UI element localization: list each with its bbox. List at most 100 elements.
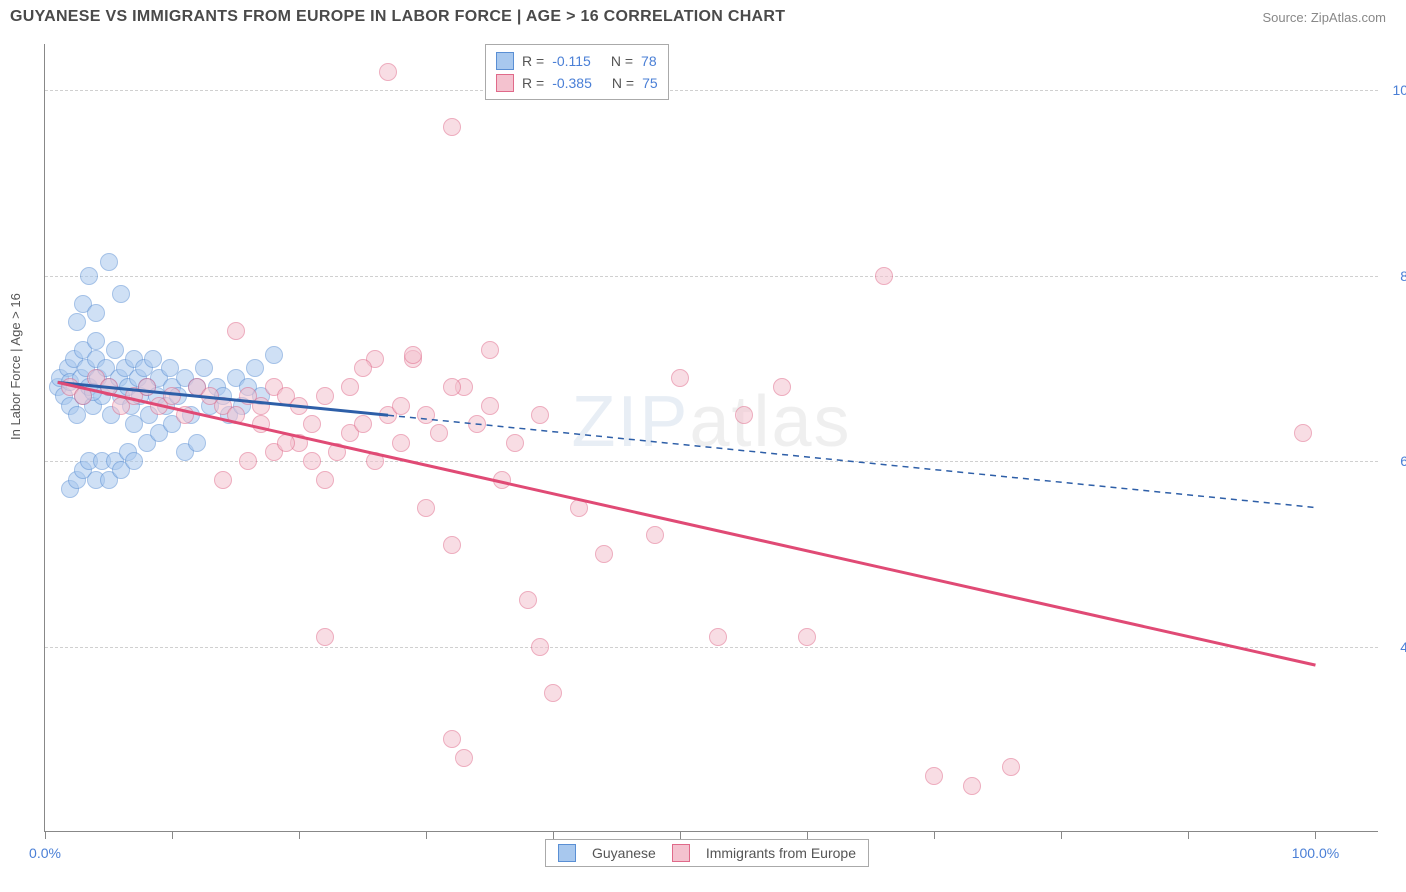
data-point xyxy=(80,267,98,285)
data-point xyxy=(735,406,753,424)
data-point xyxy=(392,397,410,415)
data-point xyxy=(366,452,384,470)
x-tick xyxy=(1315,831,1316,839)
data-point xyxy=(773,378,791,396)
legend-label: Guyanese xyxy=(592,845,656,861)
legend-n-label: N = xyxy=(612,75,634,91)
x-tick xyxy=(1061,831,1062,839)
data-point xyxy=(74,387,92,405)
data-point xyxy=(1294,424,1312,442)
data-point xyxy=(443,378,461,396)
legend-swatch xyxy=(496,52,514,70)
legend-row: R = -0.385 N = 75 xyxy=(496,72,658,94)
gridline xyxy=(45,276,1378,277)
chart-plot-area: ZIPatlas 40.0%60.0%80.0%100.0%0.0%100.0%… xyxy=(44,44,1378,832)
data-point xyxy=(875,267,893,285)
trend-lines xyxy=(45,44,1378,831)
legend-n-value: 75 xyxy=(642,75,658,91)
data-point xyxy=(417,499,435,517)
x-tick xyxy=(172,831,173,839)
data-point xyxy=(163,387,181,405)
data-point xyxy=(106,341,124,359)
x-tick xyxy=(807,831,808,839)
data-point xyxy=(430,424,448,442)
data-point xyxy=(925,767,943,785)
data-point xyxy=(316,387,334,405)
legend-row: R = -0.115N = 78 xyxy=(496,50,658,72)
gridline xyxy=(45,647,1378,648)
y-axis-label: In Labor Force | Age > 16 xyxy=(8,293,23,440)
data-point xyxy=(443,730,461,748)
data-point xyxy=(455,749,473,767)
data-point xyxy=(227,406,245,424)
data-point xyxy=(214,471,232,489)
gridline xyxy=(45,90,1378,91)
data-point xyxy=(379,63,397,81)
data-point xyxy=(481,397,499,415)
x-tick xyxy=(299,831,300,839)
legend-label: Immigrants from Europe xyxy=(706,845,856,861)
chart-title: GUYANESE VS IMMIGRANTS FROM EUROPE IN LA… xyxy=(10,8,785,26)
data-point xyxy=(100,253,118,271)
data-point xyxy=(443,536,461,554)
data-point xyxy=(303,452,321,470)
y-tick-label: 40.0% xyxy=(1400,639,1406,655)
data-point xyxy=(341,378,359,396)
data-point xyxy=(195,359,213,377)
data-point xyxy=(354,415,372,433)
data-point xyxy=(239,452,257,470)
watermark: ZIPatlas xyxy=(571,381,851,463)
data-point xyxy=(176,406,194,424)
data-point xyxy=(68,313,86,331)
data-point xyxy=(468,415,486,433)
data-point xyxy=(328,443,346,461)
legend-r-value: -0.385 xyxy=(552,75,592,91)
data-point xyxy=(265,346,283,364)
data-point xyxy=(252,415,270,433)
legend-r-value: -0.115 xyxy=(552,53,591,69)
data-point xyxy=(392,434,410,452)
data-point xyxy=(138,378,156,396)
y-tick-label: 60.0% xyxy=(1400,453,1406,469)
source-label: Source: ZipAtlas.com xyxy=(1262,10,1386,25)
data-point xyxy=(68,406,86,424)
y-tick-label: 100.0% xyxy=(1393,82,1406,98)
x-tick-label: 0.0% xyxy=(29,845,61,861)
data-point xyxy=(417,406,435,424)
data-point xyxy=(595,545,613,563)
data-point xyxy=(188,434,206,452)
data-point xyxy=(709,628,727,646)
legend-r-label: R = xyxy=(522,75,544,91)
legend-swatch xyxy=(496,74,514,92)
data-point xyxy=(481,341,499,359)
legend-n-label: N = xyxy=(611,53,633,69)
x-tick xyxy=(553,831,554,839)
data-point xyxy=(354,359,372,377)
series-legend: Guyanese Immigrants from Europe xyxy=(545,839,869,867)
data-point xyxy=(531,406,549,424)
x-tick xyxy=(426,831,427,839)
data-point xyxy=(246,359,264,377)
data-point xyxy=(144,350,162,368)
data-point xyxy=(671,369,689,387)
data-point xyxy=(100,378,118,396)
correlation-legend: R = -0.115N = 78R = -0.385N = 75 xyxy=(485,44,669,100)
legend-r-label: R = xyxy=(522,53,544,69)
data-point xyxy=(798,628,816,646)
x-tick xyxy=(1188,831,1189,839)
data-point xyxy=(1002,758,1020,776)
data-point xyxy=(252,397,270,415)
x-tick-label: 100.0% xyxy=(1292,845,1339,861)
legend-swatch xyxy=(558,844,576,862)
y-tick-label: 80.0% xyxy=(1400,268,1406,284)
data-point xyxy=(303,415,321,433)
legend-swatch xyxy=(672,844,690,862)
data-point xyxy=(316,628,334,646)
x-tick xyxy=(680,831,681,839)
data-point xyxy=(570,499,588,517)
chart-header: GUYANESE VS IMMIGRANTS FROM EUROPE IN LA… xyxy=(0,0,1406,34)
data-point xyxy=(125,452,143,470)
data-point xyxy=(963,777,981,795)
data-point xyxy=(290,397,308,415)
x-tick xyxy=(45,831,46,839)
